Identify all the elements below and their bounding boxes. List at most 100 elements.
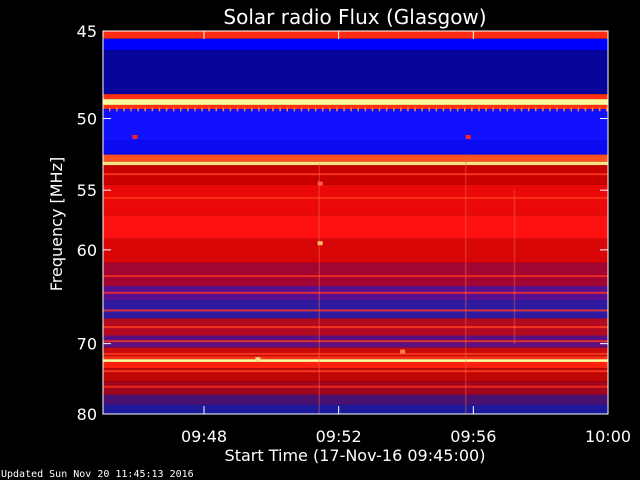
pulse-mark-50 — [464, 107, 466, 112]
pulse-mark-48 — [449, 107, 452, 112]
pulse-mark-8 — [165, 107, 168, 112]
pulse-mark-53 — [485, 107, 487, 112]
pulse-mark-19 — [243, 107, 246, 112]
pulse-mark-30 — [322, 107, 324, 112]
plot-frame — [102, 30, 609, 415]
pulse-mark-69 — [598, 107, 601, 112]
chart-title: Solar radio Flux (Glasgow) — [223, 5, 486, 29]
spot-4 — [255, 357, 261, 362]
frequency-band-7 — [103, 140, 608, 155]
intensity-stripe-7 — [103, 352, 608, 355]
y-tick-label-1: 50 — [77, 110, 97, 129]
pulse-mark-67 — [584, 107, 587, 112]
pulse-mark-23 — [272, 107, 274, 112]
pulse-mark-57 — [513, 107, 516, 112]
spot-3 — [317, 181, 323, 186]
pulse-mark-28 — [307, 107, 310, 112]
pulse-mark-65 — [570, 107, 572, 112]
intensity-stripe-0 — [103, 173, 608, 176]
x-axis-label: Start Time (17-Nov-16 09:45:00) — [225, 446, 486, 465]
frequency-band-12 — [103, 215, 608, 239]
pulse-mark-64 — [563, 107, 565, 112]
pulse-mark-4 — [137, 107, 139, 112]
frequency-band-5 — [103, 104, 608, 109]
y-tick-label-5: 80 — [77, 405, 97, 424]
pulse-mark-22 — [265, 107, 267, 112]
pulse-mark-68 — [591, 107, 594, 112]
y-axis: 45 50 55 60 70 80 — [77, 22, 608, 424]
frequency-band-13 — [103, 238, 608, 263]
intensity-stripe-5 — [103, 326, 608, 329]
pulse-mark-12 — [194, 107, 196, 112]
pulse-mark-2 — [123, 107, 125, 112]
y-tick-label-4: 70 — [77, 335, 97, 354]
pulse-mark-10 — [180, 107, 182, 112]
pulse-mark-47 — [442, 107, 445, 112]
pulse-mark-29 — [314, 107, 317, 112]
pulse-mark-9 — [172, 107, 175, 112]
pulse-mark-13 — [201, 107, 203, 112]
pulse-mark-58 — [520, 107, 523, 112]
frequency-band-20 — [103, 356, 608, 360]
pulse-mark-11 — [187, 107, 189, 112]
pulse-mark-63 — [556, 107, 558, 112]
spot-2 — [317, 241, 323, 246]
pulse-mark-16 — [222, 107, 225, 112]
spot-0 — [132, 135, 138, 140]
frequency-band-14 — [103, 262, 608, 287]
pulse-mark-27 — [300, 107, 303, 112]
pulse-mark-59 — [527, 107, 530, 112]
y-tick-label-2: 55 — [77, 181, 97, 200]
pulse-mark-24 — [279, 107, 281, 112]
frequency-band-3 — [103, 94, 608, 100]
intensity-stripe-8 — [103, 370, 608, 373]
pulse-mark-15 — [215, 107, 217, 112]
pulse-mark-66 — [577, 107, 580, 112]
pulse-mark-7 — [158, 107, 161, 112]
pulse-mark-14 — [208, 107, 210, 112]
vertical-streak-1 — [464, 156, 467, 414]
frequency-band-22 — [103, 361, 608, 369]
frequency-band-1 — [103, 38, 608, 51]
pulse-mark-41 — [400, 107, 402, 112]
pulse-mark-17 — [229, 107, 232, 112]
frequency-band-8 — [103, 154, 608, 162]
frequency-band-6 — [103, 108, 608, 141]
frequency-band-4 — [103, 99, 608, 105]
pulse-mark-3 — [130, 107, 132, 112]
pulse-mark-38 — [378, 107, 381, 112]
vertical-streak-0 — [318, 163, 320, 414]
pulse-mark-6 — [151, 107, 154, 112]
pulse-mark-33 — [343, 107, 345, 112]
pulse-mark-5 — [144, 107, 146, 112]
pulse-mark-40 — [393, 107, 395, 112]
pulse-mark-61 — [542, 107, 544, 112]
frequency-band-9 — [103, 161, 608, 166]
intensity-stripe-3 — [103, 291, 608, 294]
frequency-band-16 — [103, 300, 608, 319]
pulse-mark-21 — [258, 107, 260, 112]
intensity-stripe-1 — [103, 196, 608, 199]
frequency-band-2 — [103, 50, 608, 95]
intensity-stripe-2 — [103, 275, 608, 278]
pulse-mark-18 — [236, 107, 239, 112]
x-tick-label-3: 10:00 — [585, 427, 631, 446]
updated-timestamp: Updated Sun Nov 20 11:45:13 2016 — [1, 469, 194, 480]
y-tick-label-3: 60 — [77, 241, 97, 260]
pulse-mark-45 — [428, 107, 430, 112]
pulse-mark-35 — [357, 107, 359, 112]
pulse-mark-32 — [336, 107, 338, 112]
pulse-mark-1 — [116, 107, 118, 112]
frequency-band-11 — [103, 184, 608, 216]
pulse-mark-70 — [606, 107, 608, 112]
pulse-mark-37 — [371, 107, 374, 112]
pulse-mark-46 — [435, 107, 438, 112]
pulse-mark-25 — [286, 107, 288, 112]
pulse-mark-39 — [385, 107, 388, 112]
pulse-mark-51 — [471, 107, 473, 112]
x-axis: 09:48 09:52 09:56 10:00 — [181, 31, 631, 446]
x-tick-label-0: 09:48 — [181, 427, 227, 446]
pulse-mark-26 — [293, 107, 296, 112]
pulse-mark-55 — [499, 107, 501, 112]
